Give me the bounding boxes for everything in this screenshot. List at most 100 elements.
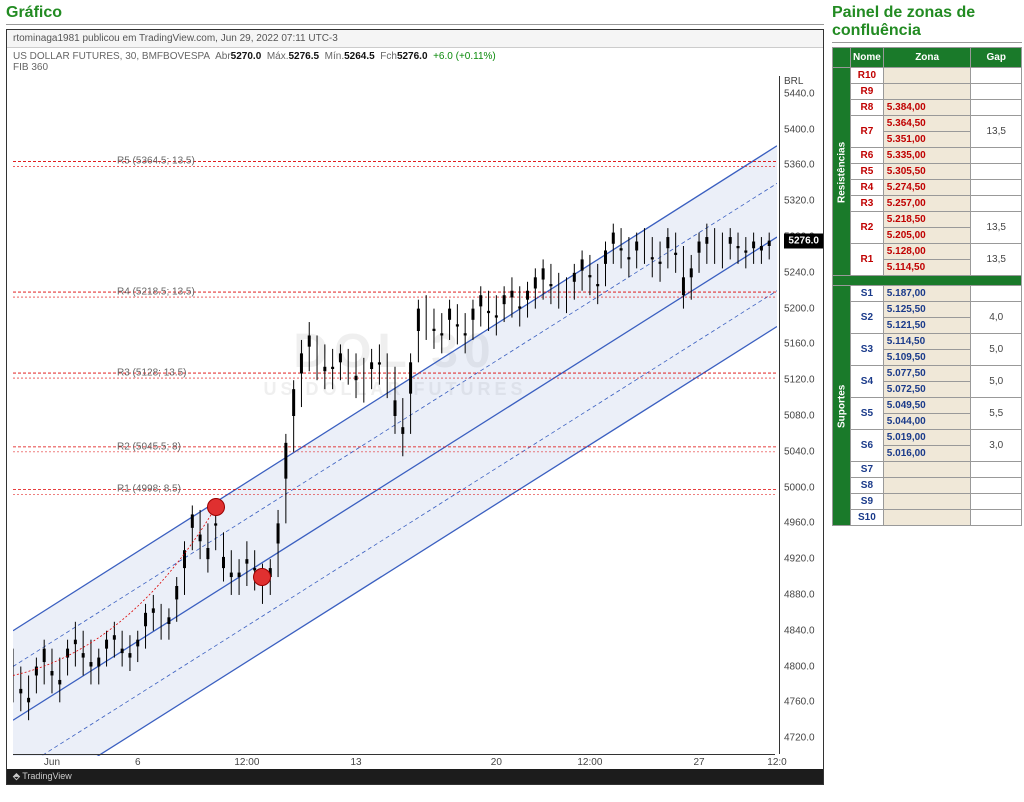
y-axis: BRL 4720.04760.04800.04840.04880.04920.0… [779, 76, 823, 754]
col-zona: Zona [883, 48, 971, 68]
table-row: R85.384,00 [833, 100, 1022, 116]
zone-value: 5.335,00 [883, 148, 971, 164]
table-row: R45.274,50 [833, 180, 1022, 196]
table-row: S9 [833, 494, 1022, 510]
table-row: R65.335,00 [833, 148, 1022, 164]
ytick: 5400.0 [784, 124, 815, 135]
zone-value [883, 478, 971, 494]
plot-area[interactable]: DOL 30 US DOLLAR FUTURES R5 (5364.5; 13.… [13, 76, 777, 756]
zone-value [883, 510, 971, 526]
table-row: R9 [833, 84, 1022, 100]
col-gap: Gap [971, 48, 1022, 68]
zone-value: 5.257,00 [883, 196, 971, 212]
table-row: S65.019,003,0 [833, 430, 1022, 446]
table-row: R25.218,5013,5 [833, 212, 1022, 228]
xtick: 6 [135, 757, 141, 768]
zone-name: S6 [851, 430, 884, 462]
zone-gap [971, 494, 1022, 510]
zone-name: R2 [851, 212, 884, 244]
zone-gap: 5,5 [971, 398, 1022, 430]
col-nome: Nome [851, 48, 884, 68]
table-row: S10 [833, 510, 1022, 526]
zone-value: 5.016,00 [883, 446, 971, 462]
zone-gap [971, 478, 1022, 494]
zone-value: 5.305,50 [883, 164, 971, 180]
fib-label: R3 (5128; 13.5) [113, 368, 191, 379]
marker-dot [253, 568, 271, 586]
xtick: 12:0 [767, 757, 786, 768]
zone-value: 5.121,50 [883, 318, 971, 334]
col-blank [833, 48, 851, 68]
xtick: 12:00 [577, 757, 602, 768]
table-row: SuportesS15.187,00 [833, 286, 1022, 302]
zone-gap [971, 84, 1022, 100]
zone-name: R7 [851, 116, 884, 148]
tradingview-brand: ⬘ TradingView [7, 769, 823, 784]
zone-value: 5.114,50 [883, 334, 971, 350]
zone-gap: 3,0 [971, 430, 1022, 462]
zone-value: 5.351,00 [883, 132, 971, 148]
resistances-label: Resistências [833, 68, 851, 276]
table-row: R75.364,5013,5 [833, 116, 1022, 132]
zone-gap [971, 462, 1022, 478]
marker-dot [207, 498, 225, 516]
zone-gap [971, 148, 1022, 164]
zone-name: R5 [851, 164, 884, 180]
zone-name: R8 [851, 100, 884, 116]
publish-info: rtominaga1981 publicou em TradingView.co… [7, 30, 823, 48]
zone-value: 5.274,50 [883, 180, 971, 196]
ytick: 4880.0 [784, 589, 815, 600]
zone-value: 5.019,00 [883, 430, 971, 446]
zone-value: 5.044,00 [883, 414, 971, 430]
table-row: R15.128,0013,5 [833, 244, 1022, 260]
ytick: 5000.0 [784, 482, 815, 493]
ytick: 4960.0 [784, 518, 815, 529]
xtick: 27 [693, 757, 704, 768]
ytick: 5200.0 [784, 303, 815, 314]
chart-title: Gráfico [6, 4, 824, 25]
table-row: S8 [833, 478, 1022, 494]
zone-gap: 13,5 [971, 116, 1022, 148]
zone-value [883, 68, 971, 84]
zone-gap: 5,0 [971, 334, 1022, 366]
zones-panel: Painel de zonas de confluência Nome Zona… [830, 0, 1024, 802]
price-tag: 5276.0 [784, 233, 823, 248]
zone-name: R6 [851, 148, 884, 164]
symbol: US DOLLAR FUTURES, 30, BMFBOVESPA [13, 51, 210, 62]
zone-gap [971, 286, 1022, 302]
xtick: 13 [350, 757, 361, 768]
zone-name: R3 [851, 196, 884, 212]
zone-name: R1 [851, 244, 884, 276]
ytick: 5120.0 [784, 375, 815, 386]
zone-gap [971, 68, 1022, 84]
zone-value: 5.077,50 [883, 366, 971, 382]
zone-name: S10 [851, 510, 884, 526]
zone-gap: 13,5 [971, 212, 1022, 244]
table-row: R35.257,00 [833, 196, 1022, 212]
table-row: S25.125,504,0 [833, 302, 1022, 318]
ytick: 5320.0 [784, 196, 815, 207]
zone-name: S7 [851, 462, 884, 478]
ytick: 5160.0 [784, 339, 815, 350]
xtick: 12:00 [234, 757, 259, 768]
zone-value: 5.384,00 [883, 100, 971, 116]
indicator-label: FIB 360 [13, 62, 817, 73]
ytick: 5040.0 [784, 446, 815, 457]
zone-gap [971, 196, 1022, 212]
separator-row [833, 276, 1022, 286]
ytick: 5440.0 [784, 88, 815, 99]
table-row: S35.114,505,0 [833, 334, 1022, 350]
zone-name: R4 [851, 180, 884, 196]
panel-title: Painel de zonas de confluência [832, 4, 1022, 43]
zone-value: 5.072,50 [883, 382, 971, 398]
fib-label: R2 (5045.5; 8) [113, 441, 185, 452]
zone-name: S3 [851, 334, 884, 366]
zone-name: S4 [851, 366, 884, 398]
xtick: Jun [44, 757, 60, 768]
ytick: 4800.0 [784, 661, 815, 672]
fib-label: R5 (5364.5; 13.5) [113, 156, 199, 167]
zone-gap [971, 180, 1022, 196]
x-axis: Jun612:00132012:002712:0 [13, 754, 775, 770]
zone-name: S8 [851, 478, 884, 494]
zone-value: 5.364,50 [883, 116, 971, 132]
